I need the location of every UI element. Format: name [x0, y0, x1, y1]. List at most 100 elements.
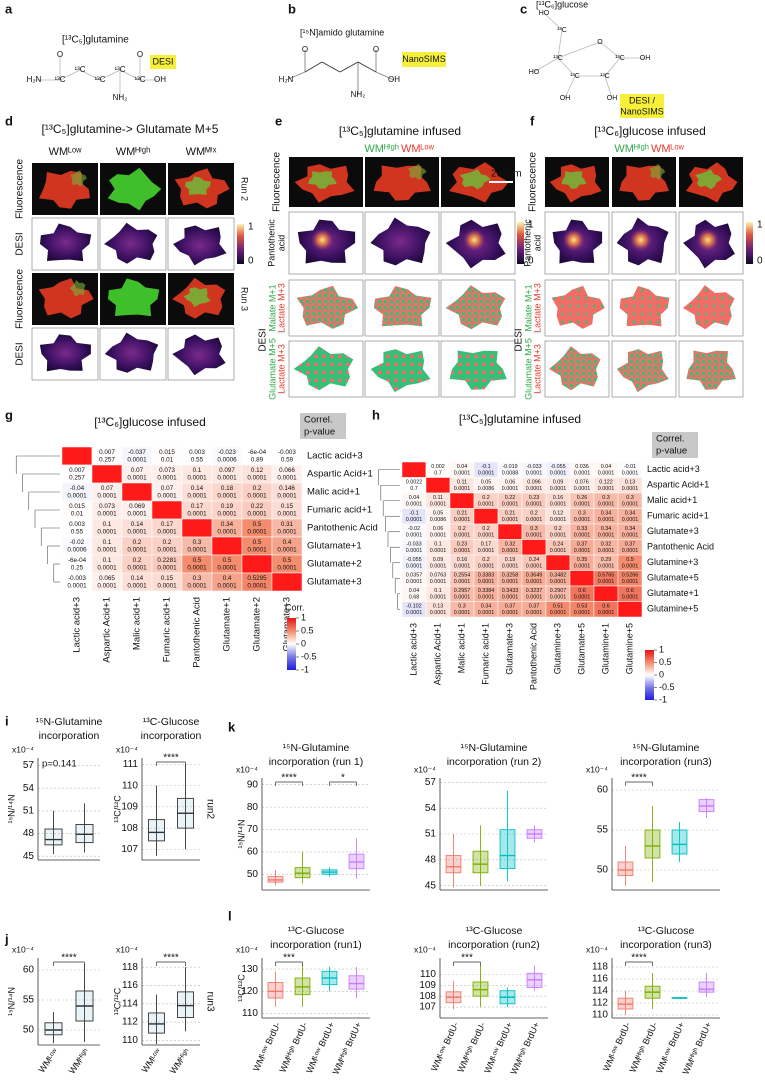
tissue [370, 349, 431, 393]
diagonal-cell [425, 477, 451, 494]
p-value: 0.0001 [217, 511, 237, 518]
correlation: 0.1 [193, 467, 202, 474]
correlation: 0.05 [481, 480, 492, 486]
correlation: 0.2 [482, 526, 490, 532]
p-value: 0.0001 [97, 547, 117, 554]
row-label: DESI [514, 328, 525, 351]
row-label: Fumaric acid+1 [307, 505, 372, 516]
header: p-value [656, 446, 687, 457]
p-value: 0.0001 [217, 583, 237, 590]
correlation: 0.22 [251, 503, 264, 510]
atom: ¹³C [600, 73, 610, 80]
p-value: 0.0001 [157, 529, 177, 536]
tissue [108, 278, 160, 317]
panel-label: g [5, 407, 13, 422]
correlation: 0.34 [601, 526, 612, 532]
p-value: 0.0001 [127, 529, 147, 536]
row-label: Glutamate+1 [647, 588, 699, 598]
x-tick-label: WMᴸᵒʷ [36, 1046, 60, 1074]
p-value: 0.0001 [247, 583, 267, 590]
x-tick-label: WMᴴⁱᵍʰ BrdU+ [680, 1021, 713, 1076]
p-value: 0.0001 [622, 533, 639, 539]
correlation: 0.2554 [454, 573, 471, 579]
p-value: 0.0001 [247, 529, 267, 536]
atom: NH₂ [351, 90, 366, 99]
tissue [408, 163, 427, 180]
y-tick-label: 114 [592, 986, 608, 997]
bond [599, 41, 621, 59]
correlation: 0.37 [577, 542, 588, 548]
column-label: Malic acid+1 [456, 623, 466, 673]
p-value: 0.0001 [502, 595, 519, 601]
p-value: 0.0001 [622, 471, 639, 477]
tissue [104, 332, 159, 373]
p-value: 0.0001 [67, 583, 87, 590]
colorbar-label: 1 [757, 220, 763, 231]
hotspot [463, 228, 486, 252]
p-value: 0.0001 [454, 486, 471, 492]
atom: OH [560, 95, 571, 102]
axis-exponent: x10⁻⁴ [116, 944, 138, 954]
row-label: Glutamine+3 [647, 557, 698, 567]
atom: HO [539, 10, 550, 17]
row-label: Fumaric acid+1 [647, 511, 709, 521]
x-tick-label: WMᴴⁱᵍʰ BrdU+ [330, 1021, 363, 1076]
colorbar-label: 1 [248, 222, 254, 233]
header: p-value [304, 427, 335, 438]
p-value: 0.0001 [574, 595, 591, 601]
y-tick-label: 109 [121, 802, 138, 813]
correlation: 0.34 [625, 526, 636, 532]
correlation: 0.122 [599, 480, 613, 486]
p-value: 0.0001 [127, 547, 147, 554]
column-header: WMᴴⁱᵍʰ [116, 146, 151, 158]
box [671, 829, 688, 855]
panel-title: [¹³C₆]glucose infused [594, 124, 706, 138]
plot-title: ¹³C-Glucose [466, 925, 523, 937]
p-value: 0.0001 [406, 579, 423, 585]
box [148, 819, 165, 842]
p-value: 0.0001 [550, 610, 567, 616]
axis-exponent: x10⁻⁴ [116, 744, 138, 754]
tissue [107, 167, 162, 211]
y-tick-label: 107 [419, 1002, 436, 1013]
x-tick-label: WMᴸᵒʷ BrdU+ [654, 1021, 686, 1075]
compound: [¹⁵N]amido glutamine [300, 27, 384, 37]
tag: NanoSIMS [620, 106, 664, 116]
tissue [370, 217, 431, 266]
row-label: Lactate M+3 [532, 344, 542, 394]
plot-title: ¹³C-Glucose [143, 716, 200, 728]
correlation: 0.14 [131, 521, 144, 528]
axis-exponent: x10⁻⁴ [586, 764, 608, 774]
tissue [686, 350, 736, 390]
box [267, 981, 284, 999]
panel-label: i [5, 713, 9, 728]
p-value: 0.0001 [598, 564, 615, 570]
plot-title: incorporation (run 2) [447, 756, 542, 768]
correlation: 0.07 [131, 467, 144, 474]
row-label: Glutamate M+5 [267, 338, 277, 400]
p-value: 0.257 [69, 475, 85, 482]
row-label: Aspartic Acid+1 [647, 480, 709, 490]
row-label: Fluorescence [15, 159, 26, 219]
atom: ¹³C [134, 75, 145, 84]
plot-title: ¹³C-Glucose [288, 925, 345, 937]
correlation: -0.037 [128, 449, 146, 456]
correlation: -6e-04 [248, 449, 267, 456]
correlation: 0.065 [99, 575, 115, 582]
plot-title: ¹³C-Glucose [638, 925, 695, 937]
tissue [445, 285, 506, 330]
scale-bar [489, 181, 513, 183]
correlation: 0.37 [625, 542, 636, 548]
p-value: 0.0001 [247, 511, 267, 518]
plot-title: incorporation (run3) [620, 756, 712, 768]
correlation: 0.007 [69, 467, 85, 474]
p-value: 0.0001 [454, 517, 471, 523]
correlation: 0.04 [457, 464, 468, 470]
y-tick-label: 110 [592, 1010, 608, 1021]
significance: **** [631, 953, 647, 964]
y-tick-label: 45 [23, 851, 35, 862]
p-value: 0.0001 [478, 471, 495, 477]
run-label: Run 2 [240, 177, 250, 201]
p-value: 0.0001 [478, 579, 495, 585]
p-value: 0.0001 [127, 565, 147, 572]
